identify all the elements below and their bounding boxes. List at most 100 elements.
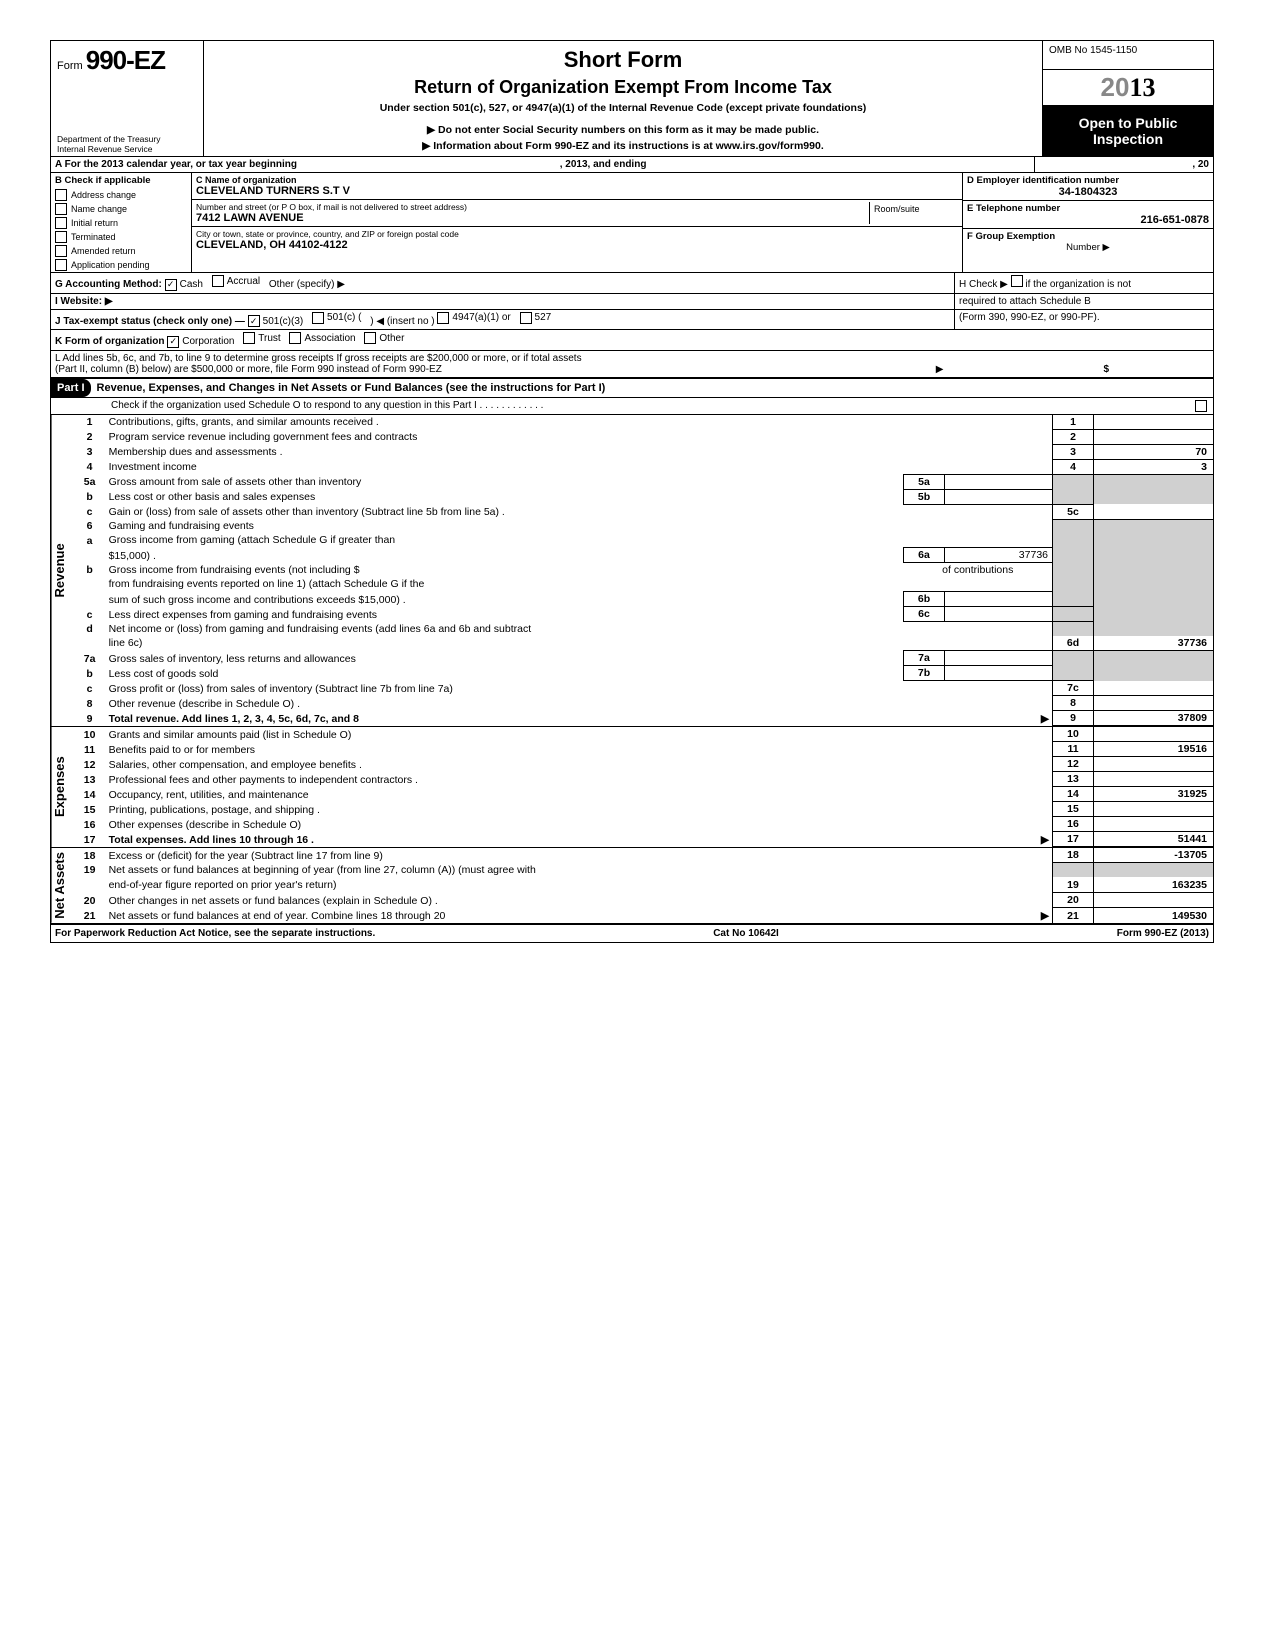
chk-501c3[interactable]: ✓501(c)(3): [248, 315, 304, 327]
form-note2: ▶ Information about Form 990-EZ and its …: [210, 140, 1036, 152]
line-desc: Less cost of goods sold: [109, 668, 219, 680]
header-center: Short Form Return of Organization Exempt…: [204, 41, 1042, 156]
table-row: line 6c)6d37736: [74, 636, 1213, 651]
chk-address-change[interactable]: Address change: [51, 188, 191, 202]
line-desc: Gross sales of inventory, less returns a…: [109, 653, 356, 665]
checkbox-icon[interactable]: [212, 275, 224, 287]
line-desc: Other expenses (describe in Schedule O): [109, 819, 302, 831]
form-page: Form 990-EZ Department of the Treasury I…: [50, 40, 1214, 943]
chk-527[interactable]: 527: [520, 312, 552, 324]
table-row: 20Other changes in net assets or fund ba…: [74, 892, 1213, 907]
shaded-cell: [1094, 474, 1214, 504]
checkbox-icon[interactable]: [1195, 400, 1207, 412]
chk-4947[interactable]: 4947(a)(1) or: [437, 312, 510, 324]
table-row: 4Investment income43: [74, 459, 1213, 474]
checkbox-icon[interactable]: [243, 332, 255, 344]
part-i-header: Part I Revenue, Expenses, and Changes in…: [51, 379, 1213, 398]
checkbox-icon[interactable]: ✓: [167, 336, 179, 348]
checkbox-icon[interactable]: [55, 245, 67, 257]
checkbox-icon[interactable]: [437, 312, 449, 324]
line-desc: end-of-year figure reported on prior yea…: [109, 879, 337, 891]
form-subtitle: Return of Organization Exempt From Incom…: [210, 77, 1036, 98]
checkbox-icon[interactable]: [55, 189, 67, 201]
form-number: 990-EZ: [86, 45, 165, 75]
form-title: Short Form: [210, 47, 1036, 73]
line-desc: Excess or (deficit) for the year (Subtra…: [109, 850, 383, 862]
form-ref: Form 990-EZ (2013): [1117, 928, 1209, 939]
chk-application-pending[interactable]: Application pending: [51, 258, 191, 272]
checkbox-icon[interactable]: [55, 259, 67, 271]
chk-trust[interactable]: Trust: [243, 332, 280, 344]
table-row: 5aGross amount from sale of assets other…: [74, 474, 1213, 489]
netassets-table: 18Excess or (deficit) for the year (Subt…: [74, 848, 1213, 923]
chk-name-change[interactable]: Name change: [51, 202, 191, 216]
box-b-header: B Check if applicable: [51, 173, 191, 188]
line-desc: Total expenses. Add lines 10 through 16 …: [109, 834, 314, 846]
l-text1: L Add lines 5b, 6c, and 7b, to line 9 to…: [55, 353, 1209, 364]
chk-initial-return[interactable]: Initial return: [51, 216, 191, 230]
h-text1: H Check ▶: [959, 279, 1008, 290]
chk-other[interactable]: Other: [364, 332, 404, 344]
line-desc: Gross income from gaming (attach Schedul…: [109, 534, 396, 546]
chk-assoc[interactable]: Association: [289, 332, 355, 344]
checkbox-icon[interactable]: [1011, 275, 1023, 287]
chk-terminated[interactable]: Terminated: [51, 230, 191, 244]
table-row: 1Contributions, gifts, grants, and simil…: [74, 415, 1213, 430]
table-row: 13Professional fees and other payments t…: [74, 772, 1213, 787]
omb-number: OMB No 1545-1150: [1043, 41, 1213, 70]
chk-label: Address change: [71, 190, 136, 200]
org-name: CLEVELAND TURNERS S.T V: [196, 185, 958, 197]
g-other: Other (specify) ▶: [269, 279, 345, 290]
room-label: Room/suite: [869, 202, 958, 224]
shaded-cell: [1053, 474, 1094, 504]
chk-corp[interactable]: ✓Corporation: [167, 336, 234, 348]
chk-accrual[interactable]: Accrual: [212, 275, 260, 287]
checkbox-icon[interactable]: [364, 332, 376, 344]
chk-label: Cash: [180, 279, 203, 290]
shaded-cell: [1094, 863, 1214, 877]
checkbox-icon[interactable]: [55, 231, 67, 243]
checkbox-icon[interactable]: ✓: [248, 315, 260, 327]
chk-label: Amended return: [71, 246, 136, 256]
line-desc: Less cost or other basis and sales expen…: [109, 491, 316, 503]
chk-label: Application pending: [71, 260, 150, 270]
chk-label: 501(c)(3): [263, 316, 304, 327]
revenue-label: Revenue: [51, 415, 74, 727]
checkbox-icon[interactable]: [312, 312, 324, 324]
table-row: 14Occupancy, rent, utilities, and mainte…: [74, 787, 1213, 802]
table-row: 10Grants and similar amounts paid (list …: [74, 727, 1213, 742]
row-a: A For the 2013 calendar year, or tax yea…: [51, 157, 1213, 173]
revenue-table: 1Contributions, gifts, grants, and simil…: [74, 415, 1213, 727]
line-desc: Less direct expenses from gaming and fun…: [109, 609, 377, 621]
checkbox-icon[interactable]: [520, 312, 532, 324]
chk-label: Terminated: [71, 232, 116, 242]
chk-501c[interactable]: 501(c) (: [312, 312, 361, 324]
h-text3: required to attach Schedule B: [959, 296, 1091, 307]
line-desc: Other revenue (describe in Schedule O) .: [109, 698, 300, 710]
table-row: 21Net assets or fund balances at end of …: [74, 908, 1213, 923]
form-note1: ▶ Do not enter Social Security numbers o…: [210, 124, 1036, 136]
row-h: H Check ▶ if the organization is not: [954, 273, 1213, 293]
checkbox-icon[interactable]: [289, 332, 301, 344]
table-row: from fundraising events reported on line…: [74, 577, 1213, 592]
line-desc: $15,000) .: [109, 550, 156, 562]
h-text2: if the organization is not: [1025, 279, 1131, 290]
checkbox-icon[interactable]: [55, 203, 67, 215]
table-row: bGross income from fundraising events (n…: [74, 563, 1213, 578]
table-row: 16Other expenses (describe in Schedule O…: [74, 817, 1213, 832]
i-label: I Website: ▶: [55, 296, 113, 307]
street-label: Number and street (or P O box, if mail i…: [196, 202, 869, 212]
box-c: C Name of organization CLEVELAND TURNERS…: [192, 173, 963, 272]
row-a-right: , 20: [1034, 157, 1213, 172]
line-desc: Benefits paid to or for members: [109, 744, 255, 756]
chk-label: Association: [304, 333, 355, 344]
table-row: cGross profit or (loss) from sales of in…: [74, 681, 1213, 696]
street: 7412 LAWN AVENUE: [196, 212, 869, 224]
row-i: I Website: ▶ required to attach Schedule…: [51, 294, 1213, 310]
paperwork-notice: For Paperwork Reduction Act Notice, see …: [55, 928, 375, 939]
checkbox-icon[interactable]: ✓: [165, 279, 177, 291]
shaded-cell: [1053, 651, 1094, 681]
chk-cash[interactable]: ✓Cash: [165, 279, 203, 291]
checkbox-icon[interactable]: [55, 217, 67, 229]
chk-amended-return[interactable]: Amended return: [51, 244, 191, 258]
